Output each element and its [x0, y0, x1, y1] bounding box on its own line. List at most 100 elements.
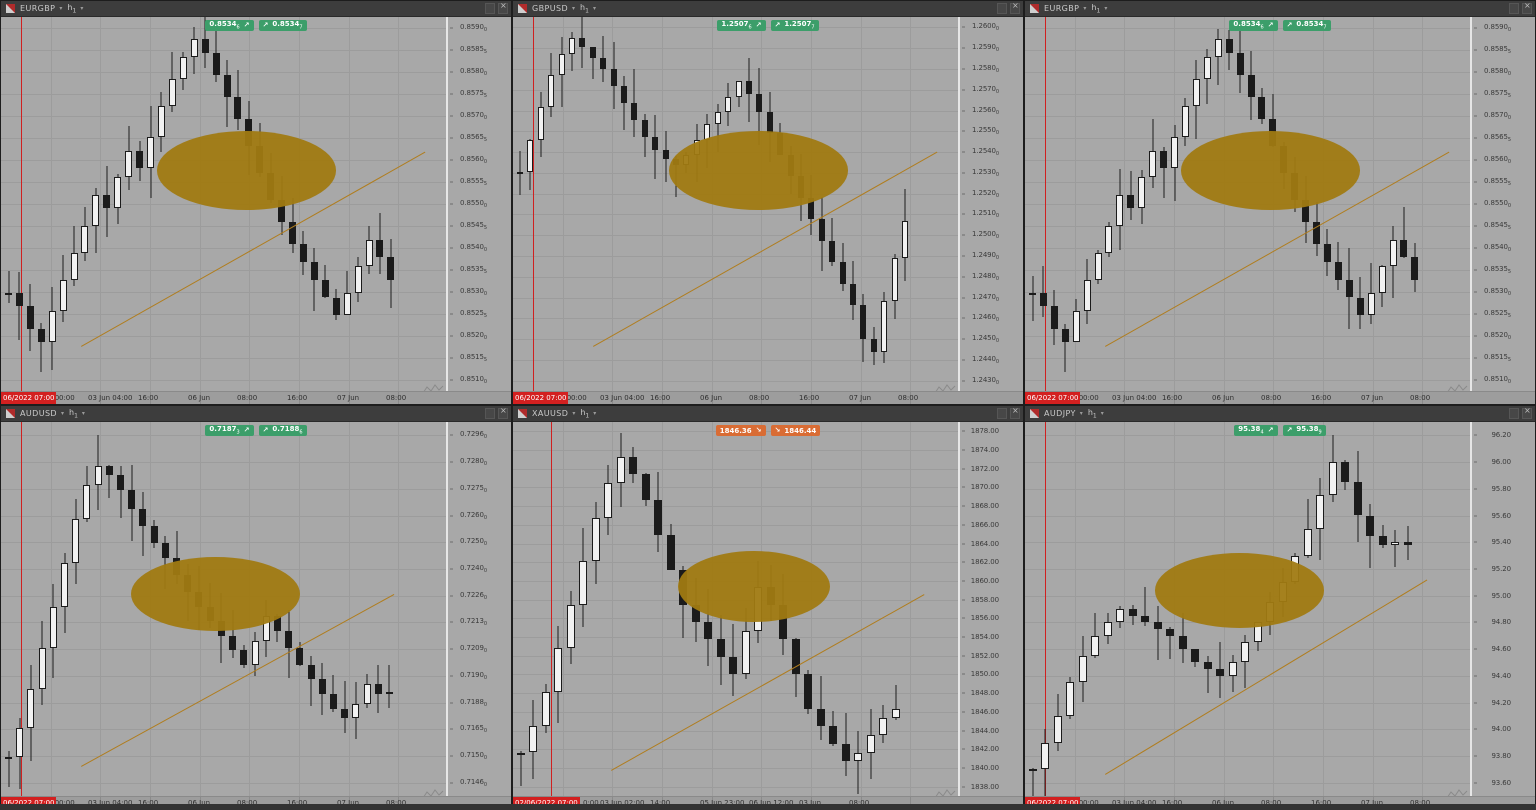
plot-region[interactable] [1, 422, 448, 796]
maximize-button[interactable] [485, 408, 495, 419]
chart-canvas[interactable]: 1.26000 1.25900 1.25800 1.25700 1.25600 1.255… [513, 17, 1023, 391]
gridline-vertical [563, 17, 564, 391]
ellipse-annotation[interactable] [1154, 552, 1325, 628]
price-tick-label: 1.25800 [972, 63, 999, 75]
gridline-horizontal [513, 469, 960, 470]
candle-body [332, 297, 340, 316]
maximize-button[interactable] [485, 3, 495, 14]
bid-price-tag[interactable]: 1.25076 ↗ [717, 20, 766, 31]
chevron-down-icon[interactable]: ▾ [572, 5, 576, 12]
price-scale[interactable]: 0.85900 0.85855 0.85800 0.85755 0.85700 0.856… [446, 17, 511, 391]
gridline-horizontal [513, 450, 960, 451]
timeframe-chevron-down-icon[interactable]: ▾ [1100, 410, 1104, 417]
timeframe-chevron-down-icon[interactable]: ▾ [81, 410, 85, 417]
maximize-button[interactable] [997, 3, 1007, 14]
bid-price-tag[interactable]: 1846.36 ↘ [715, 425, 766, 436]
price-tick-dash [450, 702, 453, 703]
price-scale[interactable]: 0.72960 0.72800 0.72750 0.72600 0.72500 0.724… [446, 422, 511, 796]
close-icon[interactable] [1522, 406, 1532, 419]
ellipse-annotation[interactable] [157, 131, 337, 210]
plot-region[interactable] [513, 422, 960, 796]
chart-canvas[interactable]: 96.20 96.00 95.80 95.60 95.40 95.20 95.00 94.80… [1025, 422, 1535, 796]
ellipse-annotation[interactable] [669, 131, 849, 210]
time-tick-label: 06 Jun [1212, 799, 1235, 807]
gridline-horizontal [1, 358, 448, 359]
chevron-down-icon[interactable]: ▾ [572, 410, 576, 417]
price-tick-dash [962, 193, 965, 195]
chevron-down-icon[interactable]: ▾ [60, 410, 64, 417]
gridline-vertical [100, 422, 101, 796]
candle-body [1160, 150, 1168, 169]
chart-panel-eurgbp-2[interactable]: EURGBP▾h1▾0.859000.858550.858000.857550.… [1024, 0, 1536, 405]
candle-body [1303, 528, 1312, 556]
timeframe-chevron-down-icon[interactable]: ▾ [1104, 5, 1108, 12]
candlestick [566, 422, 575, 796]
maximize-button[interactable] [1509, 3, 1519, 14]
bid-price-tag[interactable]: 0.85346 ↗ [205, 20, 254, 31]
price-tick-label: 1.24800 [972, 271, 999, 282]
maximize-button[interactable] [997, 408, 1007, 419]
price-tick-label: 93.60 [1491, 778, 1511, 787]
plot-region[interactable] [1, 17, 448, 391]
price-scale[interactable]: 1.26000 1.25900 1.25800 1.25700 1.25600 1.255… [958, 17, 1023, 391]
candle-body [591, 517, 600, 562]
close-icon[interactable] [1010, 406, 1020, 419]
chevron-down-icon[interactable]: ▾ [1083, 5, 1087, 12]
ask-price-tag[interactable]: ↗ 1.25077 [770, 20, 819, 31]
maximize-button[interactable] [1509, 408, 1519, 419]
timeframe-chevron-down-icon[interactable]: ▾ [593, 410, 597, 417]
price-scale[interactable]: 96.20 96.00 95.80 95.60 95.40 95.20 95.00 94.80… [1470, 422, 1535, 796]
candlestick [201, 17, 209, 391]
close-icon[interactable] [1010, 1, 1020, 14]
chart-panel-audusd-3[interactable]: AUDUSD▾h1▾0.729600.728000.727500.726000.… [0, 405, 512, 810]
candle-body [341, 708, 349, 719]
chart-panel-eurgbp-0[interactable]: EURGBP▾h1▾0.859000.858550.858000.857550.… [0, 0, 512, 405]
chart-canvas[interactable]: 0.85900 0.85855 0.85800 0.85755 0.85700 0.856… [1025, 17, 1535, 391]
price-tick-label: 1848.00 [970, 689, 999, 698]
close-icon[interactable] [498, 1, 508, 14]
bid-price-tag[interactable]: 95.384 ↗ [1234, 425, 1278, 436]
ask-price-tag[interactable]: ↗ 95.389 [1282, 425, 1326, 436]
close-icon[interactable] [1522, 1, 1532, 14]
price-tick-dash [962, 359, 965, 361]
price-scale[interactable]: 0.85900 0.85855 0.85800 0.85755 0.85700 0.856… [1470, 17, 1535, 391]
ask-price-tag[interactable]: ↗ 0.85347 [258, 20, 307, 31]
plot-region[interactable] [513, 17, 960, 391]
price-tick-dash [450, 621, 453, 623]
chart-panel-audjpy-5[interactable]: AUDJPY▾h1▾96.2096.0095.8095.6095.4095.20… [1024, 405, 1536, 810]
ellipse-annotation[interactable] [678, 551, 831, 623]
chevron-down-icon[interactable]: ▾ [1079, 410, 1083, 417]
chart-canvas[interactable]: 0.72960 0.72800 0.72750 0.72600 0.72500 0.724… [1, 422, 511, 796]
ellipse-annotation[interactable] [130, 556, 301, 632]
timeframe-chevron-down-icon[interactable]: ▾ [80, 5, 84, 12]
ask-price-tag[interactable]: ↘ 1846.44 [770, 425, 821, 436]
candlestick [1103, 422, 1112, 796]
time-separator [761, 392, 762, 404]
price-tick-label: 0.85555 [1484, 176, 1511, 188]
candlestick [150, 422, 158, 796]
candlestick [341, 422, 349, 796]
chart-panel-xauusd-4[interactable]: XAUUSD▾h1▾1878.001874.001872.001870.0018… [512, 405, 1024, 810]
ellipse-annotation[interactable] [1181, 131, 1361, 210]
chart-panel-gbpusd-1[interactable]: GBPUSD▾h1▾1.260001.259001.258001.257001.… [512, 0, 1024, 405]
price-scale[interactable]: 1878.00 1874.00 1872.00 1870.00 1868.00 1866.… [958, 422, 1023, 796]
timeframe-chevron-down-icon[interactable]: ▾ [592, 5, 596, 12]
ask-price-tag[interactable]: ↗ 0.85347 [1282, 20, 1331, 31]
chart-canvas[interactable]: 0.85900 0.85855 0.85800 0.85755 0.85700 0.856… [1, 17, 511, 391]
global-scrollbar[interactable] [0, 804, 1536, 810]
ask-price-tag[interactable]: ↗ 0.71886 [258, 425, 307, 436]
bid-price-tag[interactable]: 0.71873 ↗ [205, 425, 254, 436]
chevron-down-icon[interactable]: ▾ [59, 5, 63, 12]
chart-canvas[interactable]: 1878.00 1874.00 1872.00 1870.00 1868.00 1866.… [513, 422, 1023, 796]
close-icon[interactable] [498, 406, 508, 419]
gridline-vertical [662, 17, 663, 391]
candle-wick [1042, 266, 1044, 318]
price-tick-dash [962, 449, 965, 451]
price-tick-label: 1850.00 [970, 670, 999, 679]
plot-region[interactable] [1025, 17, 1472, 391]
plot-region[interactable] [1025, 422, 1472, 796]
bid-price-tag[interactable]: 0.85346 ↗ [1229, 20, 1278, 31]
